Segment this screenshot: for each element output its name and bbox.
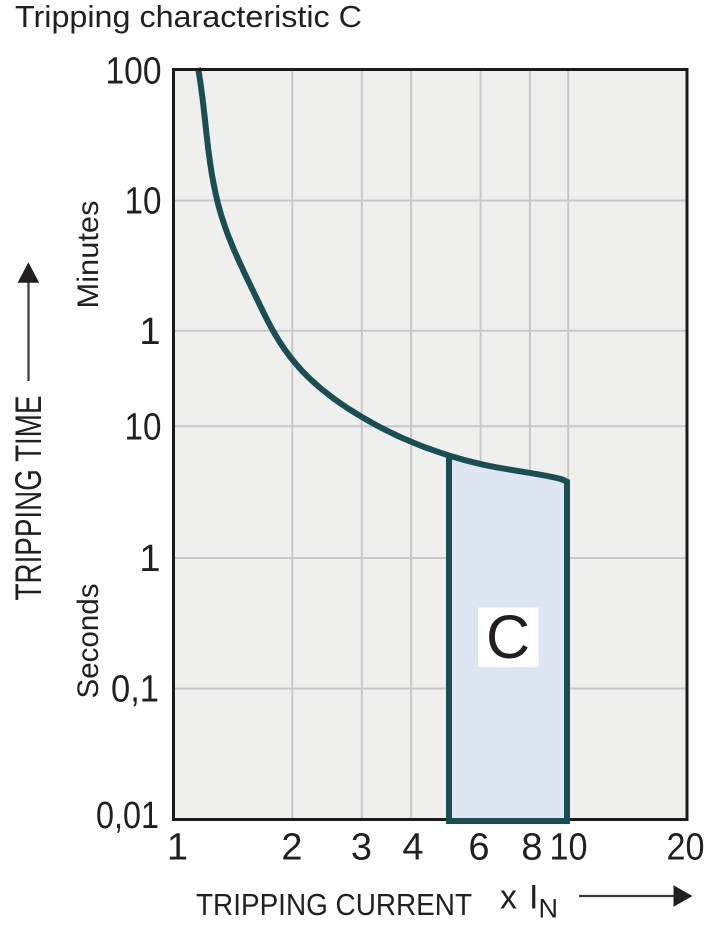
svg-text:10: 10 bbox=[125, 406, 162, 448]
svg-text:TRIPPING TIME: TRIPPING TIME bbox=[8, 396, 49, 601]
svg-text:Seconds: Seconds bbox=[72, 584, 105, 699]
svg-text:1: 1 bbox=[167, 827, 188, 869]
svg-text:Tripping characteristic C: Tripping characteristic C bbox=[15, 0, 362, 34]
svg-text:10: 10 bbox=[125, 181, 162, 223]
svg-text:0,01: 0,01 bbox=[96, 795, 159, 837]
svg-text:0,1: 0,1 bbox=[111, 669, 159, 711]
svg-text:2: 2 bbox=[281, 827, 302, 869]
svg-text:3: 3 bbox=[351, 827, 372, 869]
svg-text:10: 10 bbox=[550, 827, 588, 869]
svg-text:20: 20 bbox=[667, 827, 705, 869]
svg-text:xIN: x IN bbox=[500, 879, 558, 924]
svg-text:100: 100 bbox=[106, 51, 162, 93]
svg-text:TRIPPING CURRENT: TRIPPING CURRENT bbox=[196, 888, 472, 922]
svg-text:Minutes: Minutes bbox=[72, 201, 105, 309]
svg-text:C: C bbox=[486, 603, 530, 671]
svg-text:1: 1 bbox=[139, 311, 160, 353]
svg-text:4: 4 bbox=[402, 827, 423, 869]
svg-text:6: 6 bbox=[468, 827, 489, 869]
svg-text:1: 1 bbox=[139, 538, 160, 580]
svg-text:8: 8 bbox=[521, 827, 542, 869]
